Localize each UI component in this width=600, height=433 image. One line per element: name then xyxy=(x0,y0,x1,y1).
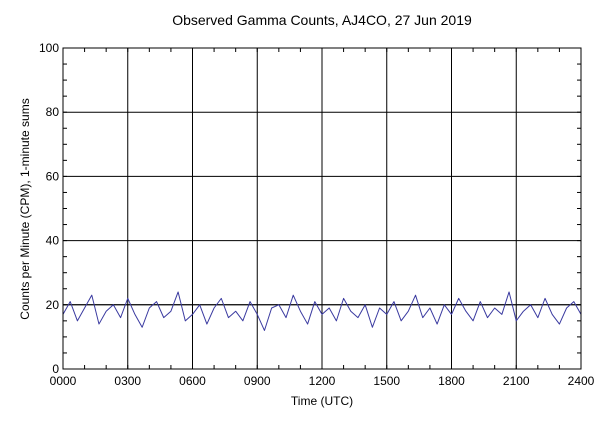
chart-title: Observed Gamma Counts, AJ4CO, 27 Jun 201… xyxy=(172,12,472,28)
x-tick-label: 0000 xyxy=(50,374,77,388)
series-layer xyxy=(62,291,582,331)
y-tick-label: 60 xyxy=(46,169,60,183)
y-tick-label: 40 xyxy=(46,234,60,248)
y-axis-label: Counts per Minute (CPM), 1-minute sums xyxy=(18,98,32,319)
x-tick-label: 1500 xyxy=(373,374,400,388)
y-tick-label: 20 xyxy=(46,298,60,312)
y-tick-label: 0 xyxy=(52,362,59,376)
x-tick-label: 0900 xyxy=(244,374,271,388)
x-tick-label: 2100 xyxy=(503,374,530,388)
y-tick-label: 100 xyxy=(39,41,59,55)
y-tick-labels: 0 20 40 60 80 100 xyxy=(39,41,59,376)
series-line xyxy=(62,291,582,331)
x-axis-label: Time (UTC) xyxy=(291,394,353,408)
x-tick-label: 0300 xyxy=(114,374,141,388)
x-tick-label: 0600 xyxy=(179,374,206,388)
y-tick-label: 80 xyxy=(46,105,60,119)
x-tick-label: 1800 xyxy=(438,374,465,388)
grid-lines xyxy=(62,47,582,370)
x-tick-label: 2400 xyxy=(568,374,595,388)
x-tick-label: 1200 xyxy=(309,374,336,388)
x-tick-labels: 0000 0300 0600 0900 1200 1500 1800 2100 2400 xyxy=(50,374,595,388)
minor-ticks xyxy=(62,47,582,370)
